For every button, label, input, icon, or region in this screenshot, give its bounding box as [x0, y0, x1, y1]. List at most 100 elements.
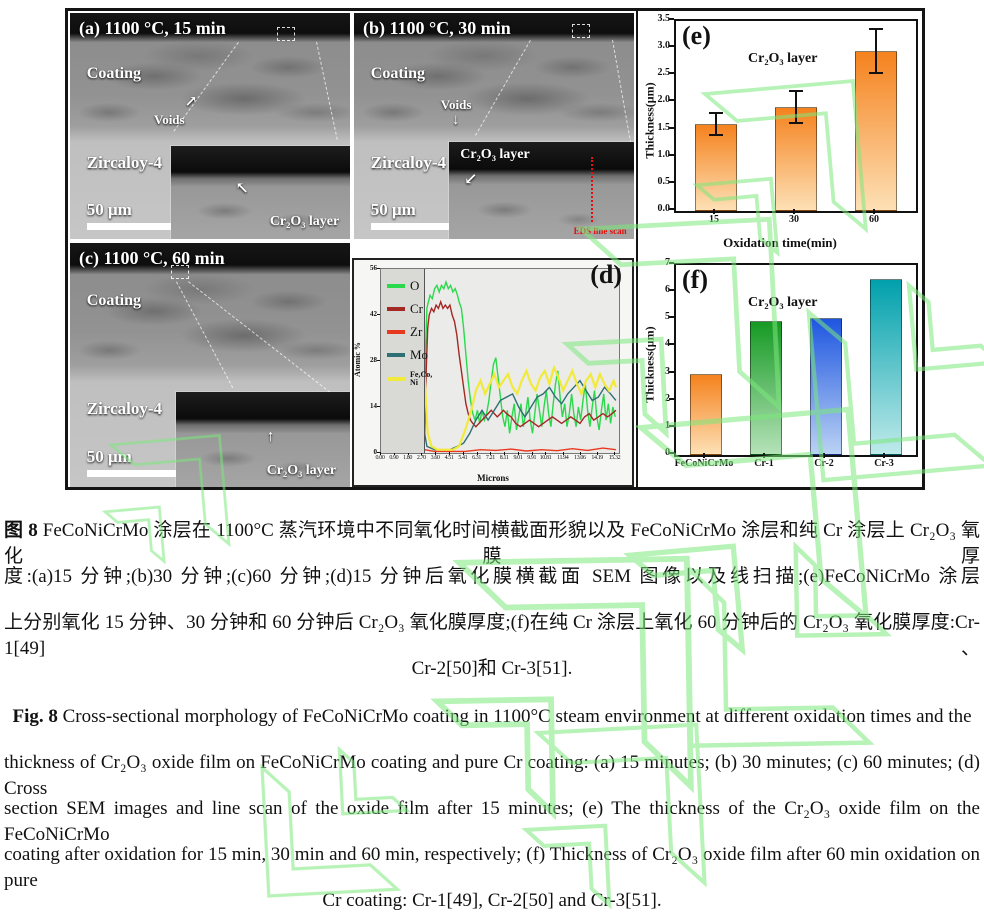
y-tick-label: 0.5 [657, 175, 671, 187]
panel-e-label: (e) [682, 21, 711, 50]
caption-zh-line-1: 图 8 FeCoNiCrMo 涂层在 1100°C 蒸汽环境中不同氧化时间横截面… [4, 518, 980, 570]
scale-bar: 50 μm [370, 200, 463, 230]
series-Cr [423, 299, 617, 437]
y-tick-label: 0.0 [657, 203, 671, 214]
zoom-trace-line [611, 39, 631, 144]
voids-label: Voids [440, 96, 472, 112]
d-x-tick-mark [531, 452, 533, 455]
cr2o3-arrow-icon: ↙ [463, 171, 478, 189]
panel-f-label: (f) [682, 265, 708, 294]
substrate-label: Zircaloy-4 [370, 153, 447, 173]
sem-panel-a: (a) 1100 °C, 15 min Coating ↗ Voids Zirc… [70, 13, 350, 239]
coating-label: Coating [86, 291, 142, 309]
y-tick-label: 1.5 [657, 121, 671, 133]
panel-d-label: (d) [590, 260, 622, 289]
d-y-tick-mark [377, 406, 380, 407]
d-y-tick-label: 14 [370, 402, 377, 410]
d-y-tick-mark [377, 268, 380, 269]
y-tick-label: 2 [665, 392, 670, 404]
legend-item-Mo: Mo [387, 348, 428, 361]
y-tick-mark [669, 99, 674, 102]
panel-b-title: (b) 1100 °C, 30 min [363, 18, 511, 38]
zoom-source-box [277, 26, 296, 41]
error-bar-cap [709, 112, 723, 115]
chart-panel-e: Thickness(μm) (e) Cr₂O₃ layer Oxidation … [638, 13, 922, 255]
y-tick-mark [669, 316, 674, 319]
inset-a: ↖ Cr₂O₃ layer [170, 146, 350, 239]
error-bar-line [875, 29, 877, 73]
caption-en-line-2: thickness of Cr₂O₃ oxide film on FeCoNiC… [4, 752, 980, 799]
d-x-tick-mark [562, 452, 564, 455]
error-bar-line [795, 91, 797, 123]
y-tick-mark [669, 343, 674, 346]
legend-swatch [387, 377, 405, 381]
y-tick-mark [669, 397, 674, 400]
caption-en-line-3: section SEM images and line scan of the … [4, 798, 980, 845]
coating-label: Coating [370, 64, 426, 82]
caption-en-line-5: Cr coating: Cr-1[49], Cr-2[50] and Cr-3[… [322, 890, 662, 911]
chart-panel-f: Thickness(μm) (f) Cr₂O₃ layer 0 1 2 3 4 5 6 7 Fe… [638, 257, 922, 487]
voids-arrow-icon: ↗ [184, 94, 198, 111]
cr2o3-layer-label: Cr₂O₃ layer [266, 463, 337, 479]
legend-swatch [387, 352, 405, 357]
d-x-tick-mark [449, 452, 451, 455]
y-tick-mark [669, 45, 674, 48]
legend-item-Zr: Zr [387, 324, 423, 339]
caption-zh-number: 图 8 [4, 520, 43, 541]
y-tick-mark [669, 262, 674, 264]
error-bar-cap [709, 134, 723, 136]
d-y-tick-label: 28 [370, 356, 377, 364]
x-tick-mark [763, 453, 765, 458]
y-tick-mark [669, 424, 674, 427]
caption-en-text: Cross-sectional morphology of FeCoNiCrMo… [62, 706, 972, 727]
legend-label: Zr [410, 324, 423, 339]
x-tick-label: 30 [789, 214, 799, 225]
scale-bar: 50 μm [86, 447, 179, 478]
e-plot-area: (e) Cr₂O₃ layer [674, 19, 918, 213]
d-x-tick-mark [462, 452, 464, 455]
x-tick-mark [883, 453, 885, 458]
voids-arrow-icon: ↓ [452, 112, 460, 129]
sem-panel-c: (c) 1100 °C, 60 min Coating Zircaloy-4 5… [70, 243, 350, 487]
x-tick-label: 60 [869, 214, 879, 225]
d-y-tick-mark [377, 360, 380, 361]
d-x-tick-mark [517, 452, 519, 455]
caption-zh-line-4: Cr-2[50]和 Cr-3[51]. [411, 658, 573, 679]
legend-swatch [387, 329, 405, 334]
d-x-tick-mark [435, 452, 437, 455]
y-tick-label: 3.5 [657, 13, 671, 24]
cr2o3-arrow-icon: ↑ [266, 428, 275, 445]
d-x-tick-mark [545, 452, 547, 455]
d-x-tick-mark [490, 452, 492, 455]
d-legend: O Cr Zr Mo Fe,Co, Ni [381, 269, 432, 453]
error-bar-cap [789, 121, 803, 124]
zoom-trace-line [187, 281, 338, 400]
x-tick-mark [713, 209, 715, 214]
x-tick-mark [793, 209, 795, 214]
x-tick-mark [703, 453, 705, 458]
bar-Cr-2 [810, 318, 842, 455]
d-x-tick-mark [504, 452, 506, 455]
y-tick-label: 5 [665, 311, 670, 323]
y-tick-mark [669, 126, 674, 129]
y-tick-label: 0 [665, 447, 670, 458]
bar-Cr-3 [870, 278, 902, 455]
voids-label: Voids [154, 112, 185, 128]
y-tick-label: 4 [665, 338, 670, 350]
e-x-axis-label: Oxidation time(min) [723, 235, 837, 250]
caption-zh-line-2: 度:(a)15 分钟;(b)30 分钟;(c)60 分钟;(d)15 分钟后氧化… [4, 566, 980, 587]
y-tick-mark [669, 18, 674, 20]
series-O [423, 279, 616, 434]
d-y-tick-label: 0 [373, 448, 378, 456]
x-tick-label: Cr-3 [874, 458, 894, 469]
bar-60 [855, 50, 897, 211]
y-tick-mark [669, 208, 674, 210]
d-y-tick-label: 56 [370, 264, 377, 272]
y-tick-label: 7 [665, 257, 670, 268]
zoom-trace-line [316, 42, 339, 141]
error-bar-cap [869, 71, 883, 74]
d-x-tick-label: 15.32 [608, 455, 621, 461]
zoom-source-box [170, 264, 189, 279]
figure-8: (a) 1100 °C, 15 min Coating ↗ Voids Zirc… [65, 8, 925, 490]
